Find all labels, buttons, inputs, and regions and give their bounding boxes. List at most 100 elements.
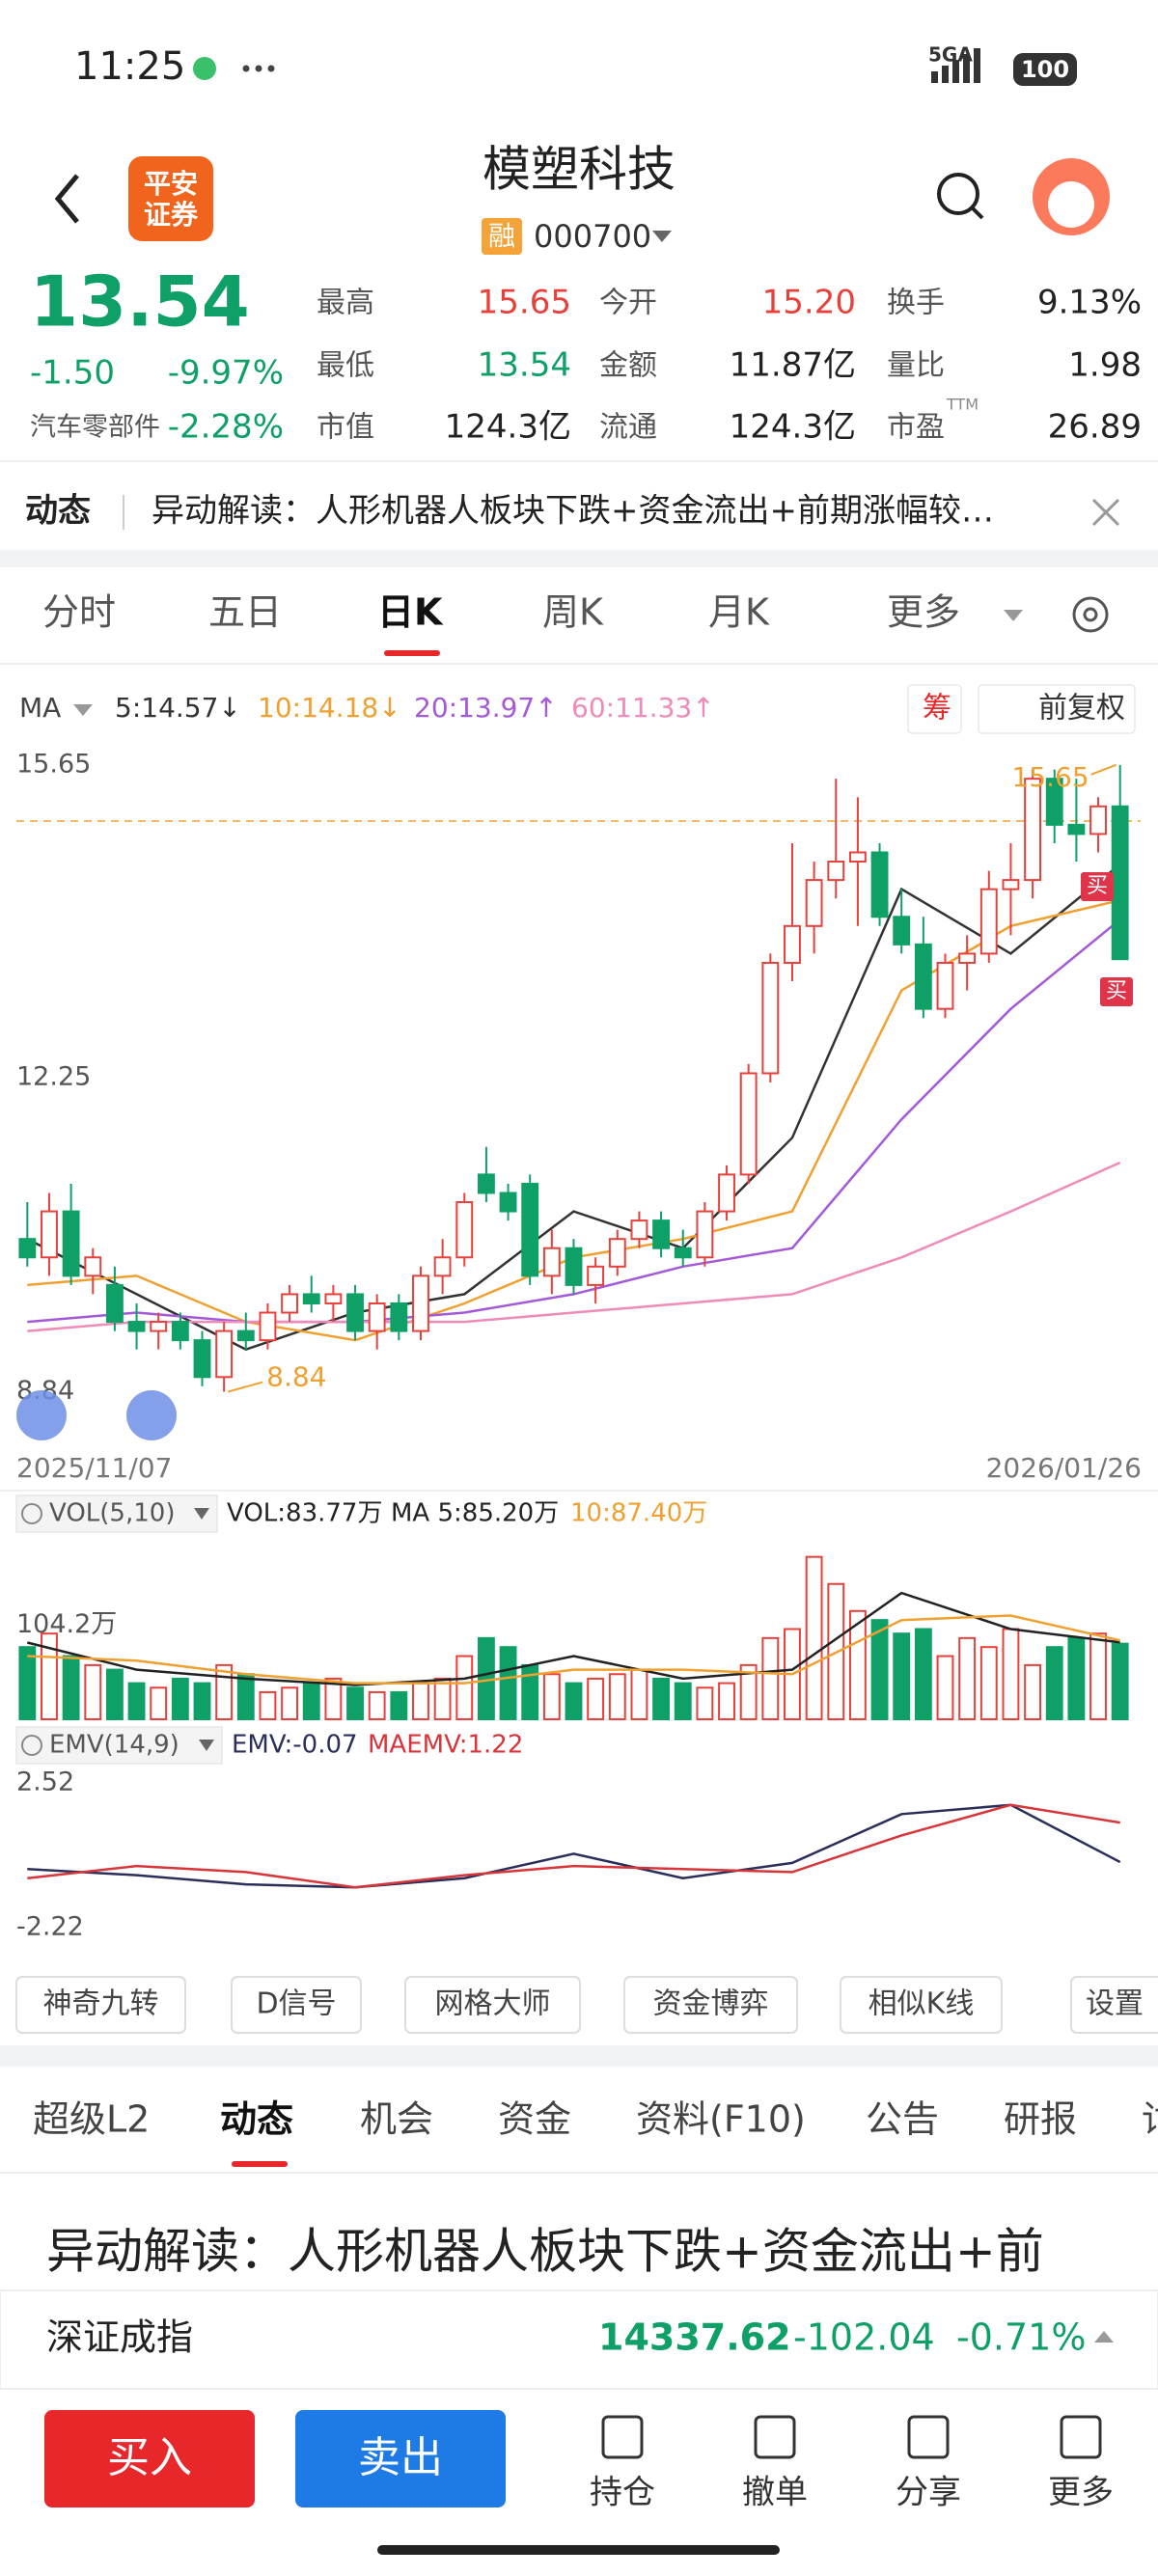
low-label: 8.84 (266, 1361, 326, 1393)
index-change: -102.04 (793, 2316, 935, 2359)
buy-signal (1081, 872, 1114, 901)
volume-bar (1045, 1646, 1063, 1720)
sector-pct: -2.28% (168, 408, 284, 447)
action-label[interactable]: 更多 (1048, 2474, 1114, 2512)
candle-body (477, 1173, 495, 1194)
selector-arrow (199, 1740, 214, 1751)
candle-body (914, 943, 932, 1010)
settings-gear[interactable] (1072, 596, 1109, 633)
volume-bar (105, 1668, 124, 1720)
volume-bar (805, 1555, 823, 1720)
search-button[interactable] (937, 173, 979, 215)
tool-button[interactable] (231, 1976, 362, 2034)
candle-body (652, 1219, 671, 1249)
volume-bar (958, 1636, 977, 1720)
content-tab[interactable]: 研报 (1004, 2098, 1077, 2141)
buy-label: 买入 (107, 2433, 192, 2482)
tool-button[interactable] (1070, 1976, 1158, 2034)
y-tick-label: 12.25 (16, 1062, 91, 1092)
candle-body (150, 1321, 168, 1332)
indicator-selector[interactable] (15, 1494, 218, 1533)
tool-button[interactable] (623, 1976, 798, 2034)
candle-body (1024, 778, 1042, 882)
high-label: 15.65 (1012, 761, 1089, 793)
chart-button-label: 筹 (923, 692, 951, 726)
content-tab[interactable]: 公告 (866, 2098, 939, 2141)
candle-body (893, 916, 911, 945)
candle-body (127, 1321, 146, 1332)
content-tab[interactable]: 动态 (220, 2098, 293, 2141)
index-expand[interactable] (1094, 2331, 1114, 2343)
volume-bar (281, 1686, 299, 1721)
ma-label: MA (19, 692, 61, 724)
stat-value: 13.54 (478, 346, 571, 385)
action-label[interactable]: 分享 (896, 2474, 961, 2512)
back-button[interactable] (54, 174, 79, 224)
action-label[interactable]: 撤单 (742, 2474, 808, 2512)
tool-button[interactable] (15, 1976, 186, 2034)
volume-bar (936, 1655, 954, 1721)
period-tab[interactable]: 月K (708, 591, 770, 634)
legend-item: MA 5:85.20万 (391, 1499, 559, 1528)
buy-button[interactable] (44, 2410, 255, 2507)
price: 13.54 (30, 261, 250, 343)
period-tab[interactable]: 五日 (208, 591, 282, 634)
period-tab[interactable]: 周K (542, 591, 604, 634)
candle-body (630, 1219, 648, 1241)
volume-legend: VOL:83.77万 (227, 1499, 382, 1528)
volume-bar (542, 1673, 561, 1720)
content-tab[interactable]: 超级L2 (33, 2098, 150, 2141)
float-button[interactable] (16, 1390, 67, 1440)
tab-underline (232, 2161, 288, 2167)
period-tab[interactable]: 日K (377, 591, 444, 634)
chart-button[interactable] (907, 684, 962, 734)
volume-bar (171, 1677, 189, 1721)
candle-body (302, 1293, 320, 1304)
volume-bar (193, 1682, 211, 1720)
volume-bar (1111, 1642, 1129, 1720)
content-tab[interactable]: 资料(F10) (636, 2098, 806, 2141)
settings-gear-center (1083, 607, 1098, 622)
action-label[interactable]: 持仓 (590, 2474, 655, 2512)
stat-label: 最低 (317, 349, 374, 383)
volume-bar (368, 1690, 386, 1720)
content-tab[interactable]: 机会 (360, 2098, 433, 2141)
candle-body (739, 1072, 758, 1176)
stock-code: 000700 (534, 218, 651, 255)
legend-item: MAEMV:1.22 (368, 1731, 523, 1760)
stat-value: 15.65 (478, 284, 571, 322)
article-title[interactable]: 异动解读：人形机器人板块下跌+资金流出+前 (46, 2224, 1044, 2280)
volume-bar (127, 1682, 146, 1720)
volume-bar (979, 1646, 998, 1720)
candle-body (324, 1293, 343, 1304)
y-tick-label: 2.52 (16, 1768, 74, 1797)
volume-bar (652, 1677, 671, 1721)
sell-button[interactable] (295, 2410, 506, 2507)
candle-body (84, 1256, 102, 1277)
stat-value: 124.3亿 (445, 408, 571, 447)
y-tick-label: -2.22 (16, 1912, 84, 1942)
indicator-selector[interactable] (15, 1726, 223, 1765)
volume-bar (1002, 1628, 1020, 1720)
buy-signal-label: 买 (1106, 979, 1127, 1003)
legend-item: 10:87.40万 (570, 1499, 707, 1528)
period-tab[interactable]: 更多 (887, 591, 960, 634)
margin-badge-text: 融 (488, 220, 515, 252)
index-name: 深证成指 (46, 2316, 193, 2359)
tool-button[interactable] (840, 1976, 1003, 2034)
content-tab[interactable]: 资金 (498, 2098, 571, 2141)
x-label: 2025/11/07 (16, 1452, 172, 1484)
period-tab[interactable]: 分时 (42, 591, 116, 634)
volume-bar (84, 1663, 102, 1721)
float-button[interactable] (126, 1390, 177, 1440)
indicator-name: VOL(5,10) (49, 1499, 175, 1528)
content-tab[interactable]: 讨 (1142, 2098, 1158, 2141)
code-dropdown[interactable] (652, 231, 672, 242)
tool-button[interactable] (404, 1976, 581, 2034)
news-close[interactable] (1091, 498, 1120, 527)
candle-body (521, 1182, 539, 1277)
chart-button[interactable] (978, 684, 1136, 734)
news-text[interactable]: 异动解读：人形机器人板块下跌+资金流出+前期涨幅较… (152, 492, 994, 531)
more-dropdown[interactable] (1004, 610, 1023, 621)
candle-body (368, 1302, 386, 1332)
